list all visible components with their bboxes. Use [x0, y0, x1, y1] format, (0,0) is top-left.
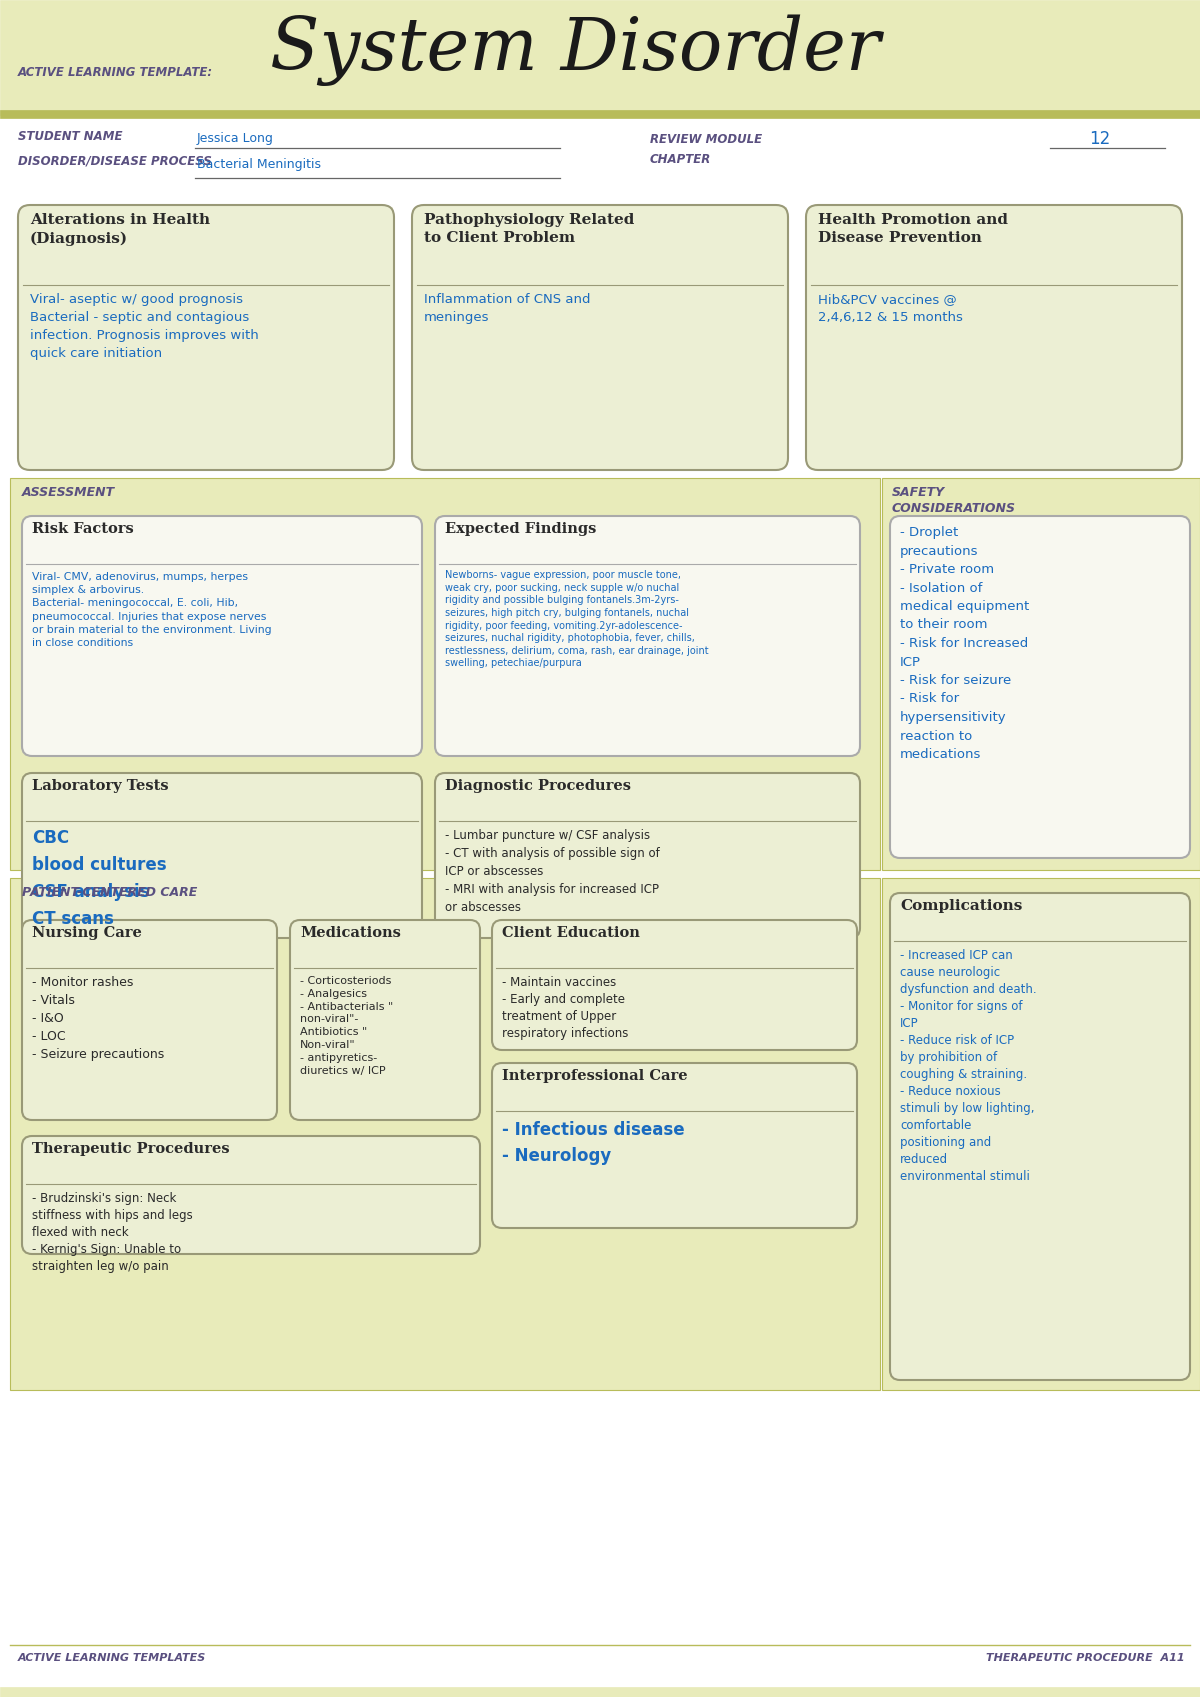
Text: System Disorder: System Disorder [270, 14, 881, 85]
Text: Diagnostic Procedures: Diagnostic Procedures [445, 779, 631, 792]
Text: ACTIVE LEARNING TEMPLATES: ACTIVE LEARNING TEMPLATES [18, 1653, 206, 1663]
FancyBboxPatch shape [806, 205, 1182, 470]
Text: CHAPTER: CHAPTER [650, 153, 712, 166]
Text: DISORDER/DISEASE PROCESS: DISORDER/DISEASE PROCESS [18, 154, 212, 168]
Text: Therapeutic Procedures: Therapeutic Procedures [32, 1142, 229, 1156]
Text: Hib&PCV vaccines @
2,4,6,12 & 15 months: Hib&PCV vaccines @ 2,4,6,12 & 15 months [818, 294, 962, 324]
Text: Jessica Long: Jessica Long [197, 132, 274, 144]
Text: Inflammation of CNS and
meninges: Inflammation of CNS and meninges [424, 294, 590, 324]
Text: Health Promotion and
Disease Prevention: Health Promotion and Disease Prevention [818, 214, 1008, 246]
Text: Viral- CMV, adenovirus, mumps, herpes
simplex & arbovirus.
Bacterial- meningococ: Viral- CMV, adenovirus, mumps, herpes si… [32, 572, 271, 648]
Text: - Infectious disease
- Neurology: - Infectious disease - Neurology [502, 1122, 685, 1166]
FancyBboxPatch shape [18, 205, 394, 470]
Text: Nursing Care: Nursing Care [32, 927, 142, 940]
Text: STUDENT NAME: STUDENT NAME [18, 131, 122, 143]
FancyBboxPatch shape [890, 893, 1190, 1380]
Bar [0, 110, 1200, 119]
Text: ASSESSMENT: ASSESSMENT [22, 485, 115, 499]
Text: Expected Findings: Expected Findings [445, 523, 596, 536]
FancyBboxPatch shape [492, 1062, 857, 1229]
Text: SAFETY
CONSIDERATIONS: SAFETY CONSIDERATIONS [892, 485, 1016, 514]
FancyBboxPatch shape [492, 920, 857, 1050]
FancyBboxPatch shape [22, 516, 422, 755]
Text: - Lumbar puncture w/ CSF analysis
- CT with analysis of possible sign of
ICP or : - Lumbar puncture w/ CSF analysis - CT w… [445, 830, 660, 915]
Bar [882, 877, 1200, 1390]
Text: - Increased ICP can
cause neurologic
dysfunction and death.
- Monitor for signs : - Increased ICP can cause neurologic dys… [900, 949, 1037, 1183]
Text: THERAPEUTIC PROCEDURE  A11: THERAPEUTIC PROCEDURE A11 [986, 1653, 1186, 1663]
FancyBboxPatch shape [22, 920, 277, 1120]
Text: ACTIVE LEARNING TEMPLATE:: ACTIVE LEARNING TEMPLATE: [18, 66, 214, 78]
Bar [10, 877, 880, 1390]
Text: - Corticosteriods
- Analgesics
- Antibacterials "
non-viral"-
Antibiotics "
Non-: - Corticosteriods - Analgesics - Antibac… [300, 976, 394, 1076]
Text: - Monitor rashes
- Vitals
- I&O
- LOC
- Seizure precautions: - Monitor rashes - Vitals - I&O - LOC - … [32, 976, 164, 1061]
Bar [20, 207, 392, 287]
Text: Complications: Complications [900, 899, 1022, 913]
Text: PATIENT-CENTERED CARE: PATIENT-CENTERED CARE [22, 886, 197, 899]
FancyBboxPatch shape [290, 920, 480, 1120]
Text: - Brudzinski's sign: Neck
stiffness with hips and legs
flexed with neck
- Kernig: - Brudzinski's sign: Neck stiffness with… [32, 1191, 193, 1273]
Bar [808, 207, 1180, 287]
Text: Newborns- vague expression, poor muscle tone,
weak cry, poor sucking, neck suppl: Newborns- vague expression, poor muscle … [445, 570, 709, 669]
Text: - Maintain vaccines
- Early and complete
treatment of Upper
respiratory infectio: - Maintain vaccines - Early and complete… [502, 976, 629, 1040]
Text: Laboratory Tests: Laboratory Tests [32, 779, 169, 792]
Text: Viral- aseptic w/ good prognosis
Bacterial - septic and contagious
infection. Pr: Viral- aseptic w/ good prognosis Bacteri… [30, 294, 259, 360]
Bar [0, 0, 1200, 115]
Text: Medications: Medications [300, 927, 401, 940]
Text: Pathophysiology Related
to Client Problem: Pathophysiology Related to Client Proble… [424, 214, 635, 246]
Text: 12: 12 [1090, 131, 1111, 148]
Bar [414, 207, 786, 287]
FancyBboxPatch shape [412, 205, 788, 470]
Text: Bacterial Meningitis: Bacterial Meningitis [197, 158, 322, 171]
Bar [882, 479, 1200, 871]
FancyBboxPatch shape [22, 1135, 480, 1254]
Bar [0, 1687, 1200, 1697]
FancyBboxPatch shape [436, 774, 860, 938]
Text: CBC
blood cultures
CSF analysis
CT scans: CBC blood cultures CSF analysis CT scans [32, 830, 167, 928]
Text: Client Education: Client Education [502, 927, 640, 940]
FancyBboxPatch shape [890, 516, 1190, 859]
Text: REVIEW MODULE: REVIEW MODULE [650, 132, 762, 146]
Text: Risk Factors: Risk Factors [32, 523, 133, 536]
Text: Interprofessional Care: Interprofessional Care [502, 1069, 688, 1083]
Text: - Droplet
precautions
- Private room
- Isolation of
medical equipment
to their r: - Droplet precautions - Private room - I… [900, 526, 1030, 760]
Bar [10, 479, 880, 871]
FancyBboxPatch shape [22, 774, 422, 938]
FancyBboxPatch shape [436, 516, 860, 755]
Text: Alterations in Health
(Diagnosis): Alterations in Health (Diagnosis) [30, 214, 210, 246]
